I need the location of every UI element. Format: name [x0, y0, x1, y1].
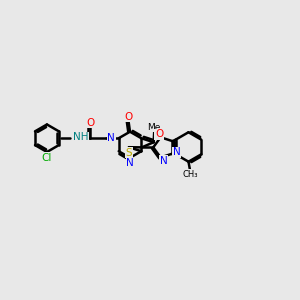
Text: N: N [173, 147, 181, 157]
Text: O: O [86, 118, 94, 128]
Text: N: N [126, 158, 134, 168]
Text: CH₃: CH₃ [182, 169, 198, 178]
Text: S: S [126, 148, 132, 158]
Text: O: O [124, 112, 133, 122]
Text: N: N [160, 156, 167, 166]
Text: O: O [155, 129, 163, 139]
Text: N: N [107, 133, 115, 143]
Text: Cl: Cl [42, 153, 52, 163]
Text: Me: Me [148, 123, 161, 132]
Text: NH: NH [73, 132, 88, 142]
